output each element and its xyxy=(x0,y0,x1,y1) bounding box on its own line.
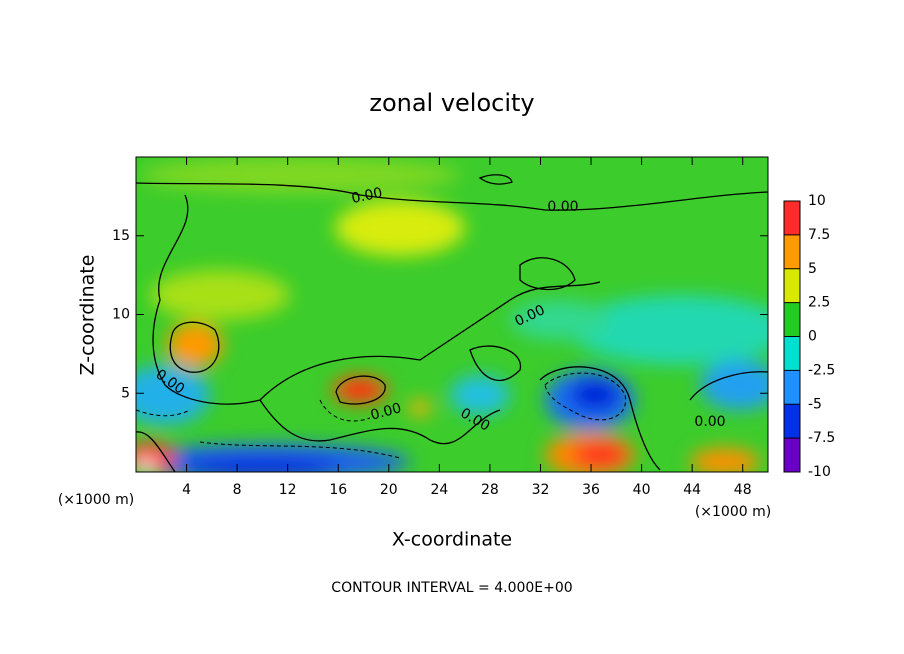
colorbar-tick-label: 5 xyxy=(808,261,817,277)
footer: CONTOUR INTERVAL = 4.000E+00 xyxy=(331,580,572,596)
x-tick-label: 28 xyxy=(481,482,499,498)
field xyxy=(136,157,768,472)
x-tick-label: 40 xyxy=(633,482,651,498)
x-unit-label: (×1000 m) xyxy=(695,504,771,520)
x-tick-label: 32 xyxy=(532,482,550,498)
colorbar-tick-label: 7.5 xyxy=(808,227,830,243)
colorbar-bin xyxy=(784,268,800,303)
y-tick-label: 5 xyxy=(121,385,130,401)
x-tick-label: 48 xyxy=(734,482,752,498)
x-tick-label: 36 xyxy=(582,482,600,498)
x-tick-label: 16 xyxy=(329,482,347,498)
x-tick-label: 12 xyxy=(279,482,297,498)
x-axis-label: X-coordinate xyxy=(392,529,512,551)
x-tick-label: 4 xyxy=(182,482,191,498)
contour-label: 0.00 xyxy=(369,400,403,424)
colorbar-bin xyxy=(784,336,800,371)
colorbar-tick-label: -7.5 xyxy=(808,430,835,446)
colorbar-bin xyxy=(784,234,800,269)
x-tick-label: 24 xyxy=(430,482,448,498)
colorbar-tick-label: 2.5 xyxy=(808,295,830,311)
y-tick-label: 15 xyxy=(112,228,130,244)
chart-title: zonal velocity xyxy=(369,89,534,117)
colorbar-tick-label: -10 xyxy=(808,464,831,480)
y-tick-label: 10 xyxy=(112,307,130,323)
contour-label: 0.00 xyxy=(694,414,725,430)
y-unit-label: (×1000 m) xyxy=(58,492,134,508)
colorbar-bin xyxy=(784,302,800,337)
x-tick-label: 44 xyxy=(683,482,701,498)
colorbar-bin xyxy=(784,404,800,439)
colorbar-bin xyxy=(784,370,800,405)
x-tick-label: 20 xyxy=(380,482,398,498)
colorbar-bin xyxy=(784,438,800,472)
colorbar-tick-label: 0 xyxy=(808,329,817,345)
colorbar-bin xyxy=(784,201,800,235)
colorbar-tick-label: -2.5 xyxy=(808,362,835,378)
colorbar-tick-label: -5 xyxy=(808,396,822,412)
colorbar-tick-label: 10 xyxy=(808,193,826,209)
y-axis-label: Z-coordinate xyxy=(77,255,99,376)
contour-label: 0.00 xyxy=(350,185,384,207)
x-tick-label: 8 xyxy=(233,482,242,498)
contour-label: 0.00 xyxy=(547,199,578,215)
